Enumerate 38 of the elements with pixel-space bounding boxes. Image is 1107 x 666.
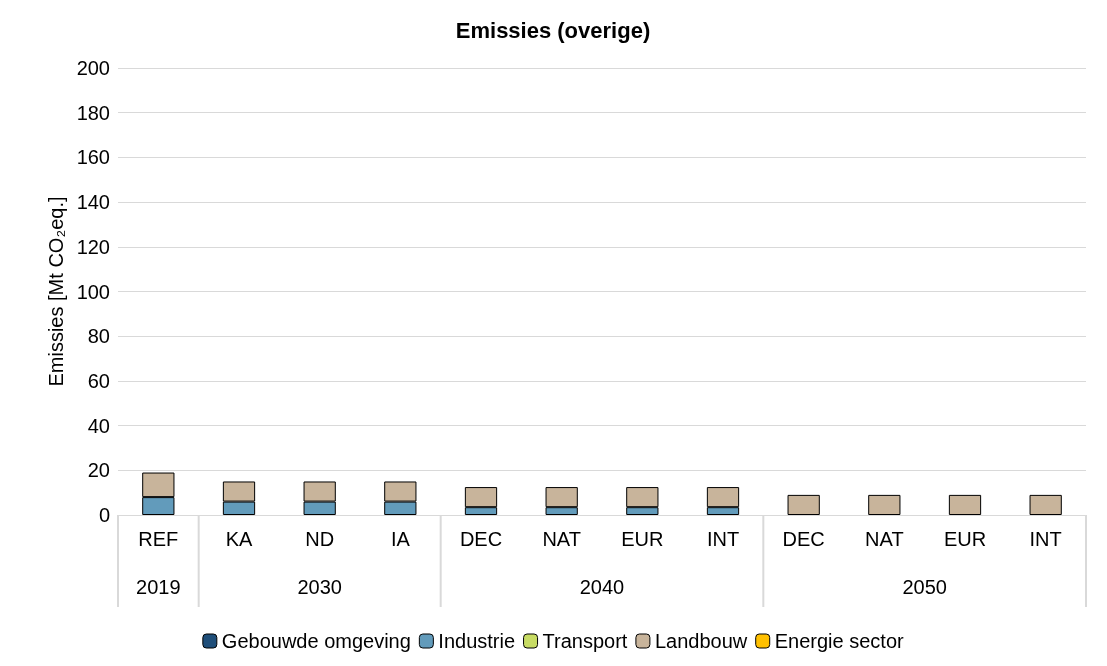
- y-tick-label: 80: [87, 325, 110, 348]
- y-tick-label: 40: [87, 414, 110, 437]
- x-tick-label: NAT: [542, 528, 581, 550]
- legend-label: Industrie: [438, 630, 516, 652]
- legend-label: Landbouw: [654, 630, 748, 652]
- legend-label: Gebouwde omgeving: [221, 630, 411, 652]
- text: 2030: [297, 576, 342, 598]
- text: 2050: [902, 576, 947, 598]
- x-tick-label: INT: [1029, 528, 1062, 550]
- legend-label: Transport: [542, 630, 628, 652]
- y-tick-label: 200: [76, 57, 110, 79]
- x-tick-label: EUR: [943, 528, 987, 550]
- y-tick-label: 160: [76, 146, 110, 169]
- y-tick-label: 20: [87, 459, 110, 482]
- y-tick-label: 100: [76, 280, 110, 303]
- y-tick-label: 0: [98, 504, 110, 526]
- x-tick-label: EUR: [621, 528, 664, 550]
- x-tick-label: DEC: [459, 528, 503, 550]
- text: 2019: [136, 576, 181, 598]
- x-tick-label: REF: [138, 528, 179, 550]
- bar: [948, 494, 982, 515]
- x-tick-label: NAT: [865, 528, 904, 550]
- y-tick-label: 120: [76, 235, 110, 258]
- legend-label: Energie sector: [774, 630, 904, 652]
- x-tick-label: DEC: [782, 528, 825, 550]
- x-tick-label: ND: [305, 528, 335, 550]
- y-tick-label: 140: [76, 191, 110, 214]
- y-tick-label: 60: [87, 369, 110, 392]
- x-tick-label: IA: [390, 528, 411, 550]
- text: 2040: [579, 576, 625, 598]
- bar: [868, 494, 901, 515]
- x-tick-label: KA: [225, 528, 253, 550]
- y-tick-label: 180: [76, 101, 110, 124]
- bar: [1029, 494, 1062, 515]
- chart-title: Emissies (overige): [455, 17, 651, 43]
- y-axis-title: Emissies [Mt CO₂eq.]: [44, 196, 67, 387]
- x-tick-label: INT: [706, 528, 740, 550]
- bar: [787, 494, 820, 515]
